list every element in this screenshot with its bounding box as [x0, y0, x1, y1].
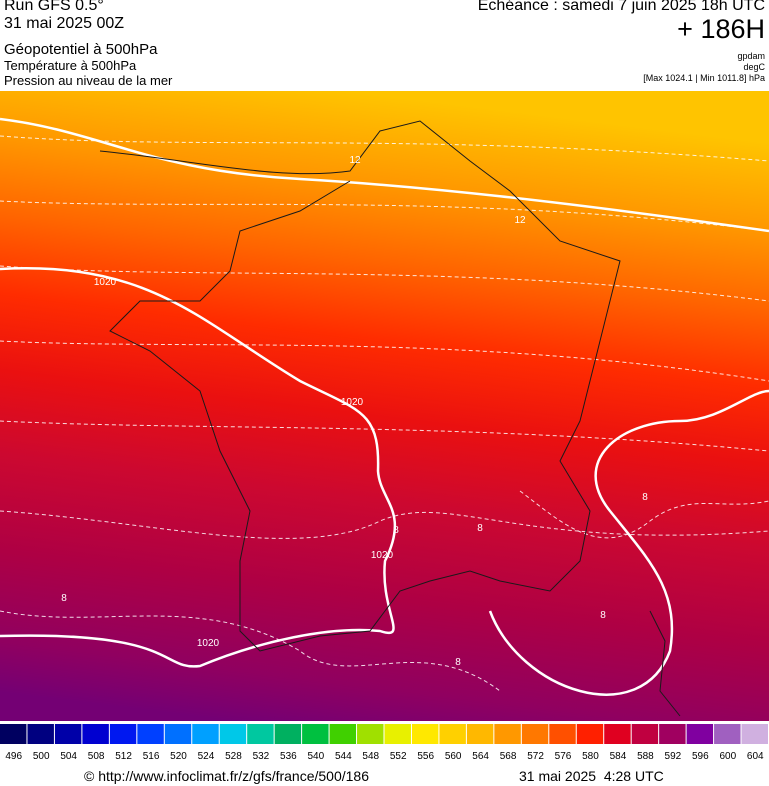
colorbar-label: 588 — [637, 751, 654, 762]
colorbar-cell — [137, 724, 164, 744]
colorbar-cell — [741, 724, 768, 744]
coastline — [99, 120, 681, 717]
colorbar-label: 564 — [472, 751, 489, 762]
run-title: Run GFS 0.5° — [4, 0, 104, 14]
contour-label: 8 — [393, 525, 399, 536]
field-label: Température à 500hPa — [4, 58, 137, 73]
pressure-contours — [0, 117, 769, 696]
colorbar-cell — [192, 724, 219, 744]
colorbar-cell — [659, 724, 686, 744]
colorbar-label: 532 — [253, 751, 270, 762]
colorbar-label: 508 — [88, 751, 105, 762]
field-label: Pression au niveau de la mer — [4, 73, 173, 88]
colorbar-cell — [27, 724, 54, 744]
colorbar-cell — [164, 724, 192, 744]
colorbar-cell — [439, 724, 466, 744]
colorbar-label: 600 — [719, 751, 736, 762]
contour-label: 8 — [477, 523, 483, 534]
colorbar-label: 512 — [115, 751, 132, 762]
lead-time: + 186H — [677, 14, 765, 44]
contour-label: 1020 — [94, 277, 117, 288]
colorbar-label: 528 — [225, 751, 242, 762]
colorbar-cell — [384, 724, 411, 744]
colorbar-cell — [714, 724, 741, 744]
colorbar-label: 504 — [60, 751, 77, 762]
colorbar-label: 604 — [747, 751, 764, 762]
map: 1020 1020 1020 1020 12 12 8 8 8 8 8 8 — [0, 91, 769, 721]
colorbar-label: 548 — [362, 751, 379, 762]
colorbar-label: 556 — [417, 751, 434, 762]
contour-label: 1020 — [341, 397, 364, 408]
colorbar-label: 592 — [665, 751, 682, 762]
contour-label-group: 1020 1020 1020 1020 12 12 8 8 8 8 8 8 — [61, 155, 648, 668]
contour-label: 12 — [514, 215, 526, 226]
colorbar-cell — [82, 724, 109, 744]
colorbar-label: 544 — [335, 751, 352, 762]
colorbar-label: 536 — [280, 751, 297, 762]
source-url: © http://www.infoclimat.fr/z/gfs/france/… — [84, 768, 369, 784]
colorbar-cell — [247, 724, 274, 744]
colorbar-cell — [521, 724, 549, 744]
colorbar-cell — [686, 724, 714, 744]
pressure-range: [Max 1024.1 | Min 1011.8] hPa — [643, 73, 765, 83]
colorbar-cell — [274, 724, 302, 744]
colorbar-label: 584 — [610, 751, 627, 762]
field-label: Géopotentiel à 500hPa — [4, 41, 158, 58]
colorbar-cell — [604, 724, 631, 744]
colorbar-cell — [219, 724, 247, 744]
colorbar-label: 596 — [692, 751, 709, 762]
colorbar-cell — [631, 724, 659, 744]
colorbar-label: 500 — [33, 751, 50, 762]
unit-label: gpdam — [737, 51, 765, 61]
contour-label: 8 — [642, 492, 648, 503]
contour-label: 1020 — [197, 638, 220, 649]
contour-label: 8 — [600, 610, 606, 621]
colorbar-cell — [302, 724, 329, 744]
colorbar-label: 576 — [555, 751, 572, 762]
colorbar-label: 572 — [527, 751, 544, 762]
colorbar-label: 540 — [307, 751, 324, 762]
colorbar-cell — [357, 724, 384, 744]
colorbar-cell — [411, 724, 439, 744]
colorbar-label: 496 — [5, 751, 22, 762]
colorbar-label: 560 — [445, 751, 462, 762]
colorbar-label: 524 — [198, 751, 215, 762]
colorbar-label: 520 — [170, 751, 187, 762]
timestamp: 31 mai 2025 4:28 UTC — [519, 768, 664, 784]
contour-label: 12 — [349, 155, 361, 166]
contour-label: 8 — [455, 657, 461, 668]
colorbar-cell — [329, 724, 357, 744]
unit-label: degC — [743, 62, 765, 72]
colorbar-cell — [576, 724, 604, 744]
colorbar-label: 568 — [500, 751, 517, 762]
forecast-time: Echéance : samedi 7 juin 2025 18h UTC — [477, 0, 765, 14]
colorbar-cell — [549, 724, 576, 744]
colorbar-label: 516 — [143, 751, 160, 762]
colorbar: 496 500 504 508 512 516 520 524 528 532 536 540 544 5… — [0, 724, 768, 762]
contour-label: 8 — [61, 593, 67, 604]
colorbar-cell — [109, 724, 137, 744]
run-date: 31 mai 2025 00Z — [4, 15, 125, 32]
colorbar-cell — [466, 724, 494, 744]
temperature-contours — [0, 135, 769, 692]
contour-label: 1020 — [371, 550, 394, 561]
colorbar-cell — [494, 724, 521, 744]
colorbar-label: 552 — [390, 751, 407, 762]
colorbar-cell — [54, 724, 82, 744]
colorbar-cell — [0, 724, 27, 744]
colorbar-label: 580 — [582, 751, 599, 762]
